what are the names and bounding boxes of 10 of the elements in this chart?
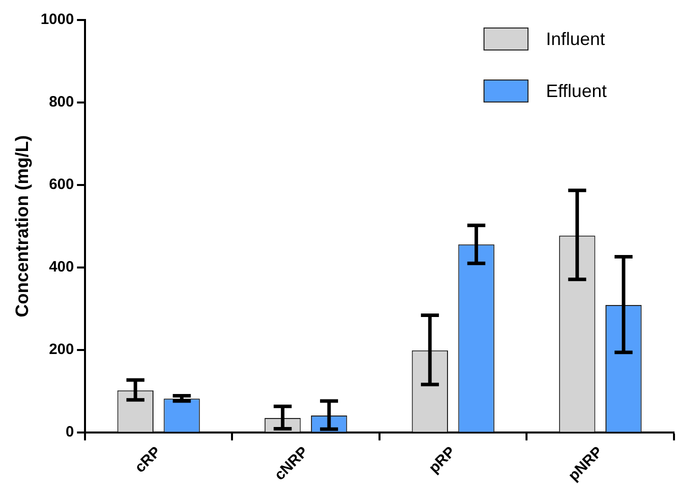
x-tick-label: cRP — [132, 444, 164, 476]
y-tick-label: 0 — [66, 424, 74, 441]
y-tick-label: 200 — [48, 341, 74, 358]
y-tick-label: 1000 — [40, 11, 74, 28]
y-tick-label: 600 — [48, 176, 74, 194]
legend-label: Effluent — [546, 80, 607, 101]
legend-label: Influent — [546, 28, 606, 49]
y-tick-label: 400 — [48, 258, 74, 276]
y-tick-label: 800 — [48, 94, 74, 111]
y-axis-title: Concentration (mg/L) — [12, 135, 32, 318]
